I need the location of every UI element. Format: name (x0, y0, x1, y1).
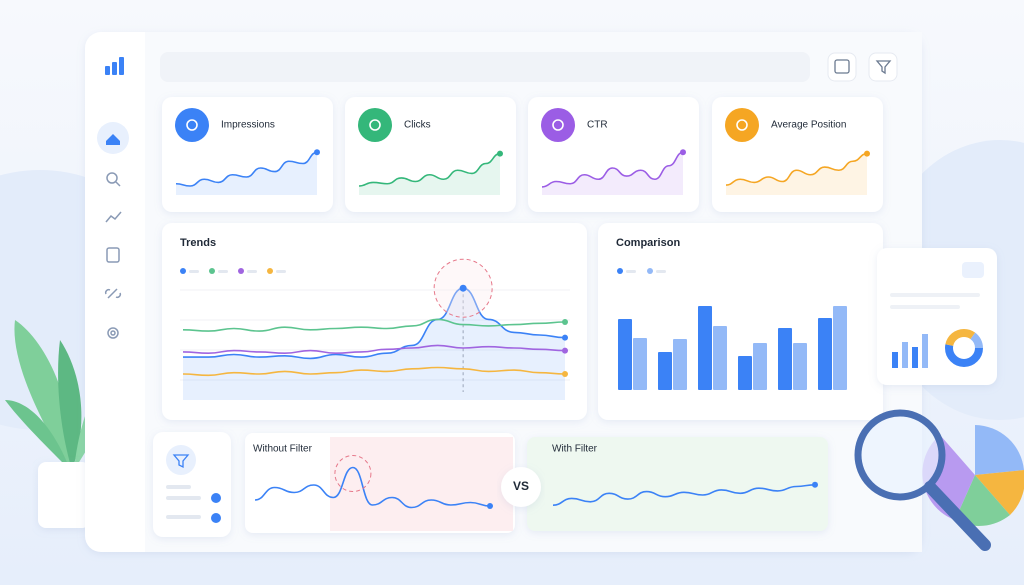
kpi-label: Clicks (404, 120, 431, 131)
end-point (562, 347, 568, 354)
calendar-icon (834, 59, 850, 74)
end-point (562, 319, 568, 325)
trends-title: Trends (180, 237, 216, 249)
legend-swatch (180, 268, 186, 274)
line (175, 151, 318, 187)
kpi-icon-glyph (369, 119, 381, 131)
kpi-icon (175, 108, 209, 142)
logo (105, 57, 124, 75)
with-filter-title: With Filter (552, 444, 598, 455)
calendar-button[interactable] (827, 52, 857, 82)
line (541, 151, 684, 188)
bar (778, 328, 792, 390)
legend-swatch (647, 268, 653, 274)
vs-badge (501, 467, 541, 507)
legend-swatch (617, 268, 623, 274)
kpi-icon-glyph (736, 119, 748, 131)
area (542, 152, 683, 195)
bar (698, 306, 712, 390)
filter-icon (172, 454, 190, 469)
area (726, 153, 867, 195)
line (254, 466, 491, 509)
with-filter-panel (527, 437, 828, 531)
comparison-title: Comparison (616, 237, 680, 249)
nav-icons (104, 172, 122, 339)
line (182, 318, 566, 332)
legend-placeholder (247, 270, 257, 273)
bar (633, 338, 647, 390)
line (725, 152, 868, 186)
line (552, 484, 816, 506)
bar (793, 343, 807, 390)
bar (618, 319, 632, 390)
filter-button[interactable] (868, 52, 898, 82)
filter-icon (875, 60, 892, 75)
without-filter-title: Without Filter (253, 444, 313, 455)
end-point (487, 503, 493, 509)
nav-item[interactable] (97, 122, 129, 154)
area (359, 153, 500, 195)
bar (833, 306, 847, 390)
search-bar[interactable] (160, 52, 810, 82)
area (176, 152, 317, 195)
kpi-icon (541, 108, 575, 142)
bar (673, 339, 687, 390)
bar (818, 318, 832, 390)
kpi-icon-glyph (552, 119, 564, 131)
end-point (812, 481, 818, 488)
legend-swatch (267, 268, 273, 274)
legend-placeholder (626, 270, 636, 273)
kpi-icon (725, 108, 759, 142)
bar (713, 326, 727, 390)
home-icon (106, 134, 120, 145)
noise-region (330, 437, 513, 531)
legend-swatch (209, 268, 215, 274)
bar (738, 356, 752, 390)
kpi-label: CTR (587, 120, 608, 131)
magnifier-decor (854, 409, 1024, 551)
kpi-icon (358, 108, 392, 142)
bar (753, 343, 767, 390)
floating-card (877, 248, 997, 385)
legend-placeholder (656, 270, 666, 273)
legend-swatch (238, 268, 244, 274)
legend-placeholder (218, 270, 228, 273)
filter-options (166, 485, 221, 523)
legend-placeholder (189, 270, 199, 273)
end-point (314, 149, 320, 156)
end-point (680, 149, 686, 156)
vs-label: VS (513, 479, 529, 493)
line (182, 366, 566, 377)
end-point (562, 334, 568, 341)
line (358, 152, 501, 187)
bar (658, 352, 672, 390)
kpi-label: Average Position (771, 120, 846, 131)
filter-icon-bg (166, 445, 196, 475)
highlight-point (459, 284, 467, 292)
end-point (864, 150, 870, 157)
end-point (497, 150, 503, 157)
kpi-label: Impressions (221, 120, 275, 131)
end-point (562, 371, 568, 377)
legend-placeholder (276, 270, 286, 273)
kpi-icon-glyph (186, 119, 198, 131)
noise-ring (334, 455, 372, 492)
line (182, 344, 566, 355)
